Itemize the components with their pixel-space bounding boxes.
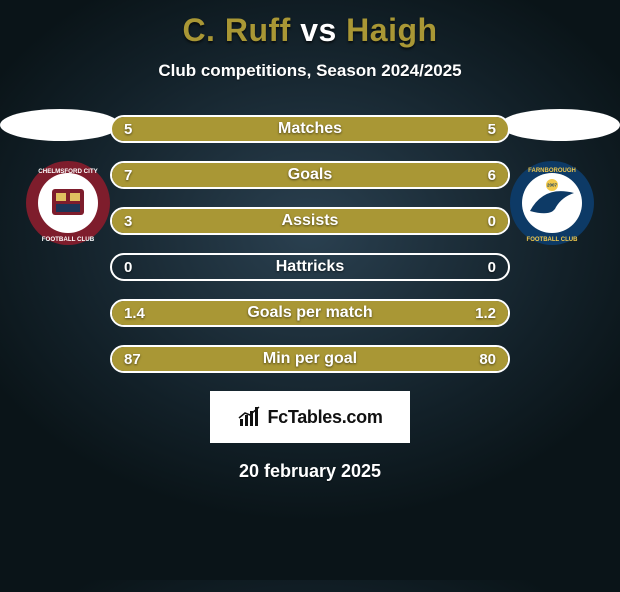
player1-name: C. Ruff [182,12,290,48]
comparison-stage: CHELMSFORD CITY FOOTBALL CLUB 2007 FARNB… [0,109,620,373]
stat-bar: Matches55 [110,115,510,143]
svg-text:FOOTBALL CLUB: FOOTBALL CLUB [42,236,95,243]
bar-fill-left [112,117,310,141]
bar-fill-left [112,209,508,233]
stat-bar: Min per goal8780 [110,345,510,373]
bar-fill-left [112,301,326,325]
svg-text:FARNBOROUGH: FARNBOROUGH [528,168,576,174]
stat-bar: Goals76 [110,161,510,189]
date-text: 20 february 2025 [0,461,620,482]
bar-value-left: 0 [124,255,132,279]
stat-bar: Hattricks0 0 [110,253,510,281]
brand-text: FcTables.com [267,407,382,428]
bar-fill-left [112,347,318,371]
svg-text:2007: 2007 [547,183,558,188]
bar-fill-right [326,163,508,187]
vs-word: vs [300,12,337,48]
stat-bars: Matches55 Goals76 Assists30 Hattricks0 0 Goal… [110,109,510,373]
bar-fill-right [326,301,508,325]
bar-fill-right [310,117,508,141]
svg-text:CHELMSFORD CITY: CHELMSFORD CITY [38,168,98,175]
bar-fill-right [318,347,508,371]
stat-bar: Assists30 [110,207,510,235]
bar-fill-left [112,163,326,187]
brand-chart-icon [237,405,261,429]
player1-photo-slot [0,109,120,141]
player2-photo-slot [500,109,620,141]
subtitle: Club competitions, Season 2024/2025 [0,61,620,81]
bar-label: Hattricks [112,255,508,279]
brand-box[interactable]: FcTables.com [210,391,410,443]
svg-text:FOOTBALL CLUB: FOOTBALL CLUB [527,237,579,243]
team1-badge: CHELMSFORD CITY FOOTBALL CLUB [18,161,118,251]
comparison-title: C. Ruff vs Haigh [0,12,620,49]
stat-bar: Goals per match1.41.2 [110,299,510,327]
team2-badge: 2007 FARNBOROUGH FOOTBALL CLUB [502,161,602,251]
bar-value-right: 0 [488,255,496,279]
player2-name: Haigh [346,12,437,48]
